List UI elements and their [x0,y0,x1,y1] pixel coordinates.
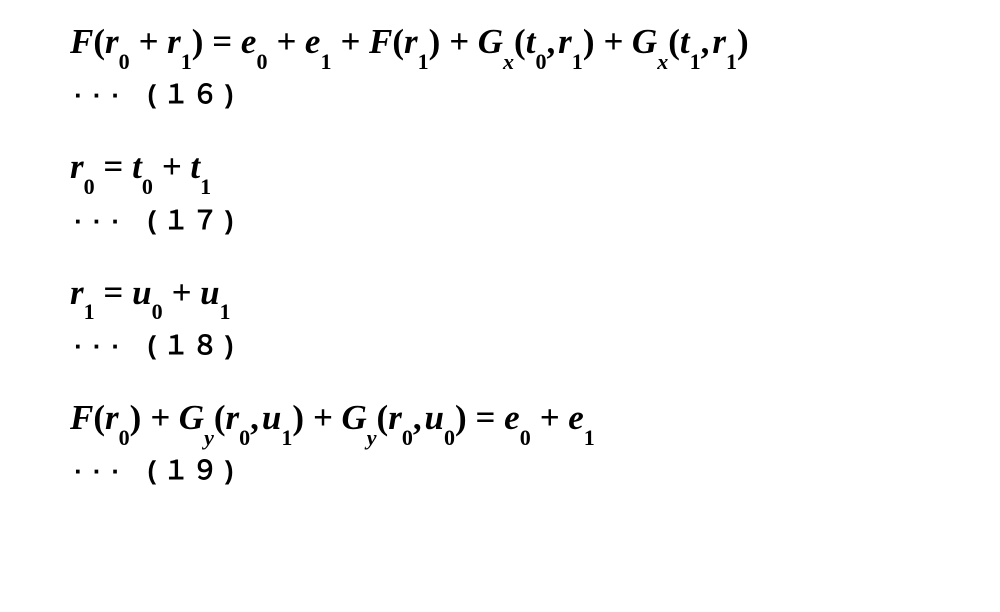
equals-sign: = [475,398,504,437]
equations-page: F(r0 + r1) = e0 + e1 + F(r1) + Gx(t0, r1… [0,0,1000,507]
equation-block-17: r0 = t0 + t1 ··· (１７) [70,147,940,236]
equation-18: r1 = u0 + u1 [70,273,940,317]
equation-19: F(r0) + Gy(r0, u1) + Gy(r0, u0) = e0 + e… [70,398,940,442]
equation-block-16: F(r0 + r1) = e0 + e1 + F(r1) + Gx(t0, r1… [70,22,940,111]
eq17-lhs: r0 [70,147,95,186]
equals-sign: = [103,273,132,312]
eq17-rhs: t0 + t1 [132,147,211,186]
eq18-lhs: r1 [70,273,95,312]
eq18-rhs: u0 + u1 [132,273,230,312]
eq16-rhs: e0 + e1 + F(r1) + Gx(t0, r1) + Gx(t1, r1… [241,22,749,61]
eq19-rhs: e0 + e1 [504,398,595,437]
equation-block-18: r1 = u0 + u1 ··· (１８) [70,273,940,362]
equation-17: r0 = t0 + t1 [70,147,940,191]
eq16-lhs: F(r0 + r1) [70,22,203,61]
equation-label-17: ··· (１７) [70,200,940,237]
equals-sign: = [212,22,241,61]
equation-16: F(r0 + r1) = e0 + e1 + F(r1) + Gx(t0, r1… [70,22,940,66]
equation-block-19: F(r0) + Gy(r0, u1) + Gy(r0, u0) = e0 + e… [70,398,940,487]
equation-label-16: ··· (１６) [70,74,940,111]
equals-sign: = [103,147,132,186]
equation-label-19: ··· (１９) [70,450,940,487]
eq19-lhs: F(r0) + Gy(r0, u1) + Gy(r0, u0) [70,398,467,437]
equation-label-18: ··· (１８) [70,325,940,362]
